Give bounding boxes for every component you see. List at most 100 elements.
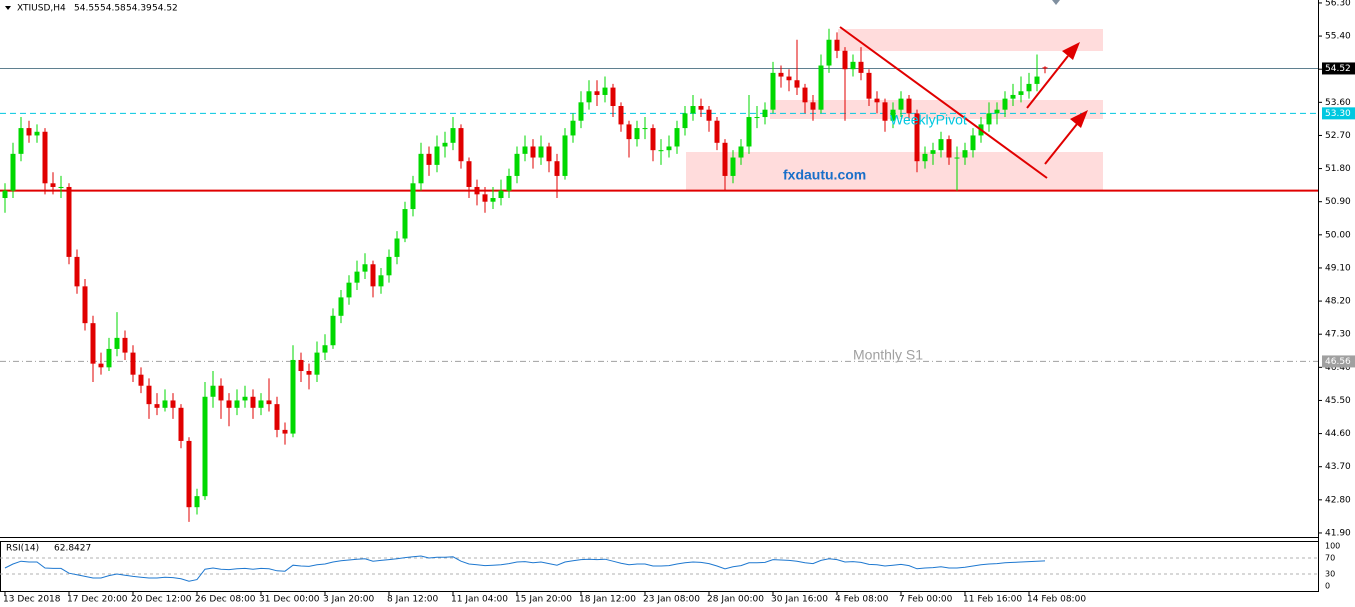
candle-body	[674, 128, 680, 147]
x-tick-label: 17 Dec 20:00	[67, 595, 128, 605]
candle-body	[138, 374, 144, 386]
candle-body	[994, 109, 1000, 114]
candle-body	[322, 345, 328, 353]
candle-body	[858, 61, 864, 73]
candle-body	[442, 142, 448, 147]
y-tick-label: 48.20	[1325, 297, 1351, 307]
candle-body	[186, 440, 192, 508]
candle-body	[458, 128, 464, 162]
candle-body	[346, 282, 352, 298]
level-label: 54.52	[1325, 64, 1351, 74]
rsi-tick-label: 70	[1325, 554, 1335, 563]
candle-body	[234, 400, 240, 408]
candle-body	[826, 39, 832, 66]
y-tick-label: 44.60	[1325, 429, 1351, 439]
candle-body	[266, 400, 272, 405]
x-tick-label: 11 Feb 16:00	[963, 595, 1022, 605]
candle-body	[770, 72, 776, 110]
candle-body	[882, 102, 888, 121]
candle-body	[786, 76, 792, 81]
x-tick-label: 28 Jan 00:00	[707, 595, 764, 605]
level-label-box	[1322, 62, 1355, 75]
candle-body	[514, 153, 520, 176]
icon	[5, 6, 11, 10]
x-tick-label: 3 Jan 20:00	[323, 595, 375, 605]
candle-body	[946, 139, 952, 158]
candle-body	[554, 161, 560, 176]
candle-body	[306, 371, 312, 375]
rsi-tick-label: 100	[1325, 542, 1340, 551]
y-tick-label: 46.40	[1325, 363, 1351, 373]
candle-body	[178, 407, 184, 441]
rsi-line	[4, 555, 1046, 582]
candle-body	[274, 404, 280, 430]
candle-body	[842, 50, 848, 70]
candle-body	[962, 150, 968, 158]
arrow-head	[1070, 110, 1088, 128]
candle-body	[930, 150, 936, 154]
x-tick-label: 15 Jan 20:00	[515, 595, 572, 605]
candle-body	[10, 153, 16, 191]
y-tick-label: 41.90	[1325, 528, 1351, 538]
y-tick-label: 56.30	[1325, 0, 1351, 8]
candle-body	[538, 146, 544, 158]
candle-body	[106, 348, 112, 368]
candle-body	[146, 385, 152, 405]
y-tick-label: 50.90	[1325, 197, 1351, 207]
x-tick-label: 18 Jan 12:00	[579, 595, 636, 605]
candle-body	[818, 65, 824, 110]
annotation: Monthly S1	[853, 347, 923, 363]
x-tick-label: 11 Jan 04:00	[451, 595, 508, 605]
candle-body	[402, 209, 408, 239]
candle-body	[26, 128, 32, 136]
candle-body	[482, 194, 488, 202]
candle-body	[682, 113, 688, 129]
ohlc-high: 54.58	[100, 4, 126, 14]
zones	[686, 29, 1103, 190]
symbol: XTIUSD,H4	[17, 4, 66, 14]
candle-body	[474, 186, 480, 195]
candle-body	[730, 157, 736, 176]
pivot-zone	[770, 100, 1103, 119]
candle-body	[386, 256, 392, 276]
candle-body	[298, 359, 304, 372]
candle-body	[58, 186, 64, 188]
candle-body	[738, 146, 744, 158]
ohlc-low: 54.39	[126, 4, 152, 14]
candle-body	[530, 146, 536, 158]
candle-body	[914, 113, 920, 162]
x-tick-label: 20 Dec 12:00	[131, 595, 192, 605]
x-tick-label: 13 Dec 2018	[3, 595, 61, 605]
candle-body	[850, 61, 856, 70]
arrow-head	[1062, 42, 1080, 60]
candle-body	[50, 183, 56, 187]
candle-body	[802, 87, 808, 103]
rsi-tick-label: 30	[1325, 570, 1335, 579]
x-tick-label: 23 Jan 08:00	[643, 595, 700, 605]
candle-body	[34, 131, 40, 136]
arrow	[1026, 55, 1069, 109]
x-tick-label: 7 Feb 00:00	[899, 595, 953, 605]
candle-body	[490, 198, 496, 202]
candle-body	[794, 80, 800, 88]
y-tick-label: 47.30	[1325, 330, 1351, 340]
candle-body	[466, 161, 472, 187]
candle-body	[938, 139, 944, 151]
candle-body	[954, 157, 960, 159]
candle-body	[418, 153, 424, 184]
candle-body	[194, 496, 200, 508]
candle-body	[218, 385, 224, 401]
candle-body	[626, 124, 632, 140]
candle-body	[122, 337, 128, 353]
candle-body	[290, 359, 296, 434]
candle-body	[690, 106, 696, 114]
x-tick-label: 31 Dec 00:00	[259, 595, 320, 605]
support-zone	[686, 152, 1103, 190]
drawings	[839, 0, 1088, 179]
candle-body	[18, 128, 24, 154]
candle-body	[810, 102, 816, 110]
candle-body	[338, 297, 344, 316]
arrow	[1044, 123, 1078, 165]
candle-body	[866, 72, 872, 99]
candle-body	[506, 175, 512, 191]
